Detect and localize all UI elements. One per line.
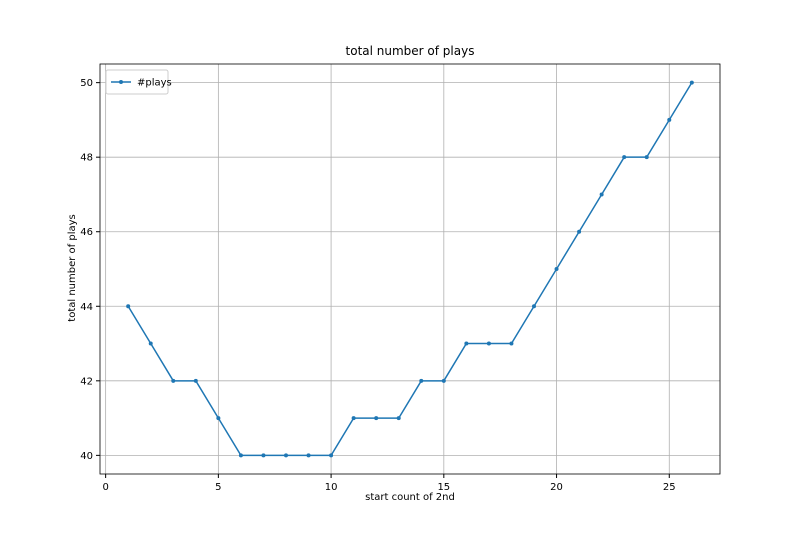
data-point: [667, 117, 672, 122]
data-point: [486, 341, 491, 346]
data-point: [148, 341, 153, 346]
data-point: [509, 341, 514, 346]
data-point: [577, 229, 582, 234]
x-tick-label: 10: [325, 482, 338, 493]
y-tick-label: 40: [80, 451, 93, 462]
data-point: [193, 378, 198, 383]
data-point: [464, 341, 469, 346]
x-tick-label: 25: [663, 482, 676, 493]
y-tick-label: 46: [80, 227, 93, 238]
chart-title: total number of plays: [346, 44, 475, 58]
data-point: [306, 453, 311, 458]
y-tick-label: 50: [80, 78, 93, 89]
legend-marker: [119, 80, 123, 84]
data-point: [689, 80, 694, 85]
x-tick-label: 0: [102, 482, 108, 493]
data-point: [171, 378, 176, 383]
data-point: [396, 416, 401, 421]
y-axis-label: total number of plays: [67, 214, 78, 321]
y-tick-label: 42: [80, 376, 93, 387]
data-point: [644, 155, 649, 160]
data-point: [216, 416, 221, 421]
plot-frame: [99, 63, 721, 475]
data-point: [554, 267, 559, 271]
y-tick-label: 48: [80, 153, 93, 164]
data-point: [329, 453, 334, 458]
data-point: [441, 378, 446, 383]
data-point: [419, 378, 424, 383]
data-point: [599, 192, 604, 197]
x-tick-label: 20: [550, 482, 563, 493]
data-line: [127, 82, 693, 457]
data-point: [126, 304, 131, 309]
data-point: [622, 155, 627, 160]
y-tick-label: 44: [80, 302, 93, 313]
x-axis-label: start count of 2nd: [365, 492, 455, 503]
data-point: [261, 453, 266, 458]
legend-box: [105, 69, 169, 95]
data-point: [238, 453, 243, 458]
data-point: [284, 453, 288, 458]
data-point: [374, 416, 379, 421]
data-point: [351, 416, 356, 421]
data-point: [532, 304, 536, 309]
x-tick-label: 5: [215, 482, 221, 493]
x-tick-label: 15: [437, 482, 450, 493]
legend-label: #plays: [137, 78, 172, 89]
